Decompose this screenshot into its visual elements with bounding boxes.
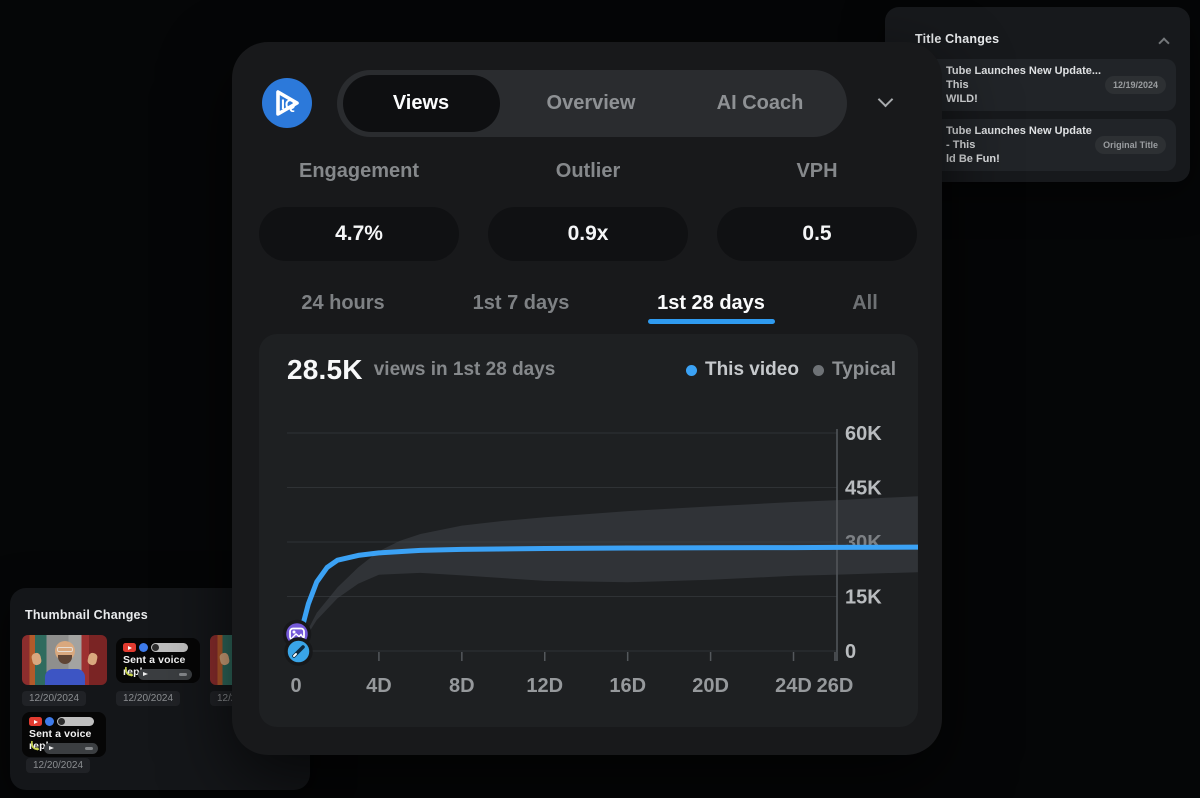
- views-chart-card: 015K30K45K60K04D8D12D16D20D24D26D 28.5K …: [259, 334, 918, 727]
- chevron-down-icon[interactable]: [877, 91, 894, 108]
- duration-text: [85, 747, 93, 750]
- youtube-icon: [123, 643, 136, 652]
- legend-dot-typical: [812, 364, 824, 376]
- stat-value-outlier: 0.9x: [488, 207, 688, 261]
- play-icon: [49, 746, 54, 750]
- app-avatar-icon: [139, 643, 148, 652]
- range-tab-1st-7-days[interactable]: 1st 7 days: [472, 292, 570, 314]
- youtube-icon: [29, 717, 42, 726]
- play-icon: [143, 672, 148, 676]
- title-change-text-line2: ld Be Fun!: [946, 153, 1000, 165]
- title-changes-panel: Title Changes Tube Launches New Update..…: [885, 7, 1190, 182]
- voice-message-player: [44, 743, 98, 754]
- arrow-icon: [125, 666, 134, 677]
- thumbnail-change-image[interactable]: Sent a voice reply: [22, 712, 106, 757]
- vidiq-logo: IQ: [262, 78, 312, 128]
- title-change-text-line1: Tube Launches New Update... This: [946, 65, 1102, 91]
- thumbnail-changes-heading: Thumbnail Changes: [25, 608, 148, 622]
- svg-text:12D: 12D: [526, 675, 563, 697]
- original-title-badge: Original Title: [1095, 136, 1166, 154]
- thumbnail-date-badge: 12/20/2024: [26, 758, 91, 773]
- title-change-item[interactable]: Tube Launches New Update - This ld Be Fu…: [913, 119, 1176, 171]
- thumbnail-change-image[interactable]: [22, 635, 107, 685]
- svg-text:IQ: IQ: [281, 96, 296, 112]
- svg-text:45K: 45K: [845, 478, 882, 500]
- title-change-item[interactable]: Tube Launches New Update... This WILD! 1…: [913, 59, 1176, 111]
- tab-ai-coach[interactable]: AI Coach: [716, 92, 804, 114]
- username-pill: [151, 643, 188, 652]
- thumbnail-date-badge: 12/20/2024: [116, 691, 181, 706]
- active-range-underline: [648, 319, 775, 324]
- svg-text:8D: 8D: [449, 675, 475, 697]
- svg-text:16D: 16D: [609, 675, 646, 697]
- duration-text: [179, 673, 187, 676]
- title-change-marker-icon: [284, 637, 313, 666]
- legend-typical: Typical: [812, 359, 896, 381]
- svg-text:20D: 20D: [692, 675, 729, 697]
- views-line-chart: 015K30K45K60K04D8D12D16D20D24D26D: [282, 423, 918, 697]
- voice-message-player: [138, 669, 192, 680]
- svg-text:26D: 26D: [817, 675, 854, 697]
- svg-text:15K: 15K: [845, 587, 882, 609]
- username-pill: [57, 717, 94, 726]
- stat-value-engagement: 4.7%: [259, 207, 459, 261]
- range-tab-24-hours[interactable]: 24 hours: [301, 292, 385, 314]
- arrow-icon: [31, 740, 40, 751]
- collapse-chevron-up-icon[interactable]: [1158, 37, 1170, 49]
- stat-label-outlier: Outlier: [555, 160, 621, 182]
- stat-label-vph: VPH: [796, 160, 838, 182]
- range-tab-all[interactable]: All: [852, 292, 878, 314]
- stat-label-engagement: Engagement: [298, 160, 420, 182]
- thumbnail-date-badge: 12/20/2024: [22, 691, 87, 706]
- tab-overview[interactable]: Overview: [546, 92, 636, 114]
- app-avatar-icon: [45, 717, 54, 726]
- svg-text:0: 0: [290, 675, 301, 697]
- stat-value-vph: 0.5: [717, 207, 917, 261]
- title-change-text-line1: Tube Launches New Update - This: [946, 125, 1092, 151]
- svg-text:4D: 4D: [366, 675, 392, 697]
- view-mode-tabs: Views Overview AI Coach: [337, 70, 847, 137]
- svg-text:0: 0: [845, 641, 856, 663]
- views-total-caption: views in 1st 28 days: [373, 359, 556, 380]
- chart-legend: This video Typical: [685, 359, 896, 381]
- title-change-text-line2: WILD!: [946, 93, 978, 105]
- svg-text:24D: 24D: [775, 675, 812, 697]
- thumbnail-change-image[interactable]: Sent a voice reply: [116, 638, 200, 683]
- legend-this-video: This video: [685, 359, 799, 381]
- views-total-value: 28.5K: [287, 354, 363, 385]
- tab-views[interactable]: Views: [392, 92, 450, 114]
- legend-dot-this-video: [685, 364, 697, 376]
- title-change-date-badge: 12/19/2024: [1104, 76, 1166, 94]
- analytics-card: IQ Views Overview AI Coach Engagement Ou…: [232, 42, 942, 755]
- title-changes-heading: Title Changes: [915, 32, 1000, 46]
- active-tab-pill: [343, 75, 500, 132]
- svg-text:60K: 60K: [845, 423, 882, 445]
- range-tab-1st-28-days[interactable]: 1st 28 days: [657, 292, 765, 314]
